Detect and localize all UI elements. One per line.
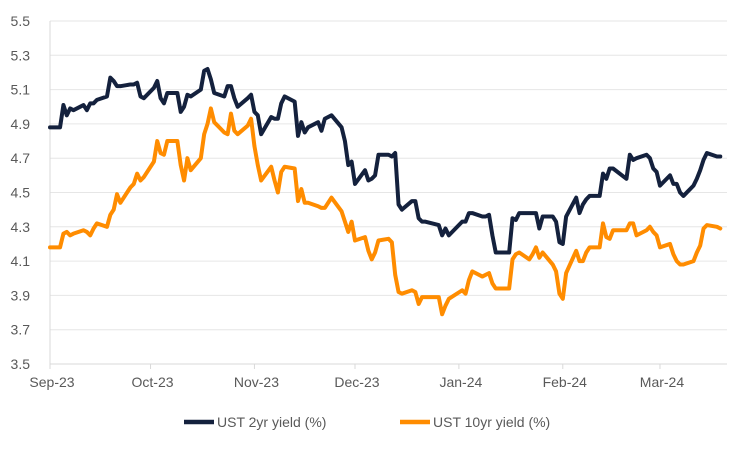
legend-label-10yr: UST 10yr yield (%): [433, 414, 550, 430]
legend-label-2yr: UST 2yr yield (%): [217, 414, 326, 430]
series-line-2yr: [48, 67, 723, 255]
y-tick-label: 4.9: [11, 116, 31, 132]
y-tick-label: 4.3: [11, 219, 31, 235]
gridlines: [50, 20, 727, 331]
y-tick-label: 5.5: [11, 13, 31, 29]
series-line-10yr: [48, 106, 723, 317]
y-axis: 3.5 3.7 3.9 4.1 4.3 4.5 4.7 4.9 5.1 5.3 5.5: [11, 13, 51, 372]
y-tick-label: 3.5: [11, 356, 31, 372]
y-tick-label: 4.5: [11, 185, 31, 201]
y-tick-label: 4.1: [11, 253, 31, 269]
y-tick-label: 3.9: [11, 287, 31, 303]
y-tick-label: 5.1: [11, 82, 31, 98]
series-lines: [48, 67, 723, 317]
x-tick-label: Mar-24: [640, 374, 685, 390]
y-tick-label: 4.7: [11, 150, 31, 166]
x-tick-label: Nov-23: [234, 374, 279, 390]
y-tick-label: 3.7: [11, 322, 31, 338]
legend: UST 2yr yield (%) UST 10yr yield (%): [184, 414, 550, 430]
x-tick-label: Jan-24: [439, 374, 482, 390]
x-tick-label: Dec-23: [334, 374, 379, 390]
x-axis: Sep-23 Oct-23 Nov-23 Dec-23 Jan-24 Feb-24 Mar-…: [29, 363, 727, 390]
x-tick-label: Sep-23: [29, 374, 74, 390]
x-tick-label: Oct-23: [132, 374, 174, 390]
x-tick-label: Feb-24: [543, 374, 588, 390]
y-tick-label: 5.3: [11, 47, 31, 63]
